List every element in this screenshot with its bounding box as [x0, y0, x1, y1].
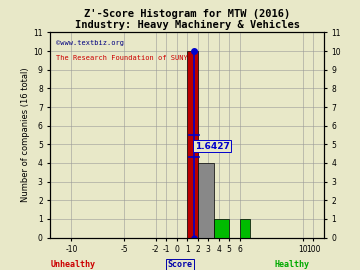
Title: Z'-Score Histogram for MTW (2016)
Industry: Heavy Machinery & Vehicles: Z'-Score Histogram for MTW (2016) Indust… [75, 9, 300, 30]
Text: ©www.textbiz.org: ©www.textbiz.org [56, 40, 124, 46]
Text: The Research Foundation of SUNY: The Research Foundation of SUNY [56, 55, 188, 61]
Bar [213, 219, 229, 238]
Bar [240, 219, 250, 238]
Text: 1.6427: 1.6427 [195, 142, 230, 151]
Y-axis label: Number of companies (16 total): Number of companies (16 total) [21, 68, 30, 202]
Bar [198, 163, 213, 238]
Text: Healthy: Healthy [275, 260, 310, 269]
Text: Unhealthy: Unhealthy [50, 260, 95, 269]
Bar [187, 51, 198, 238]
Text: Score: Score [167, 260, 193, 269]
